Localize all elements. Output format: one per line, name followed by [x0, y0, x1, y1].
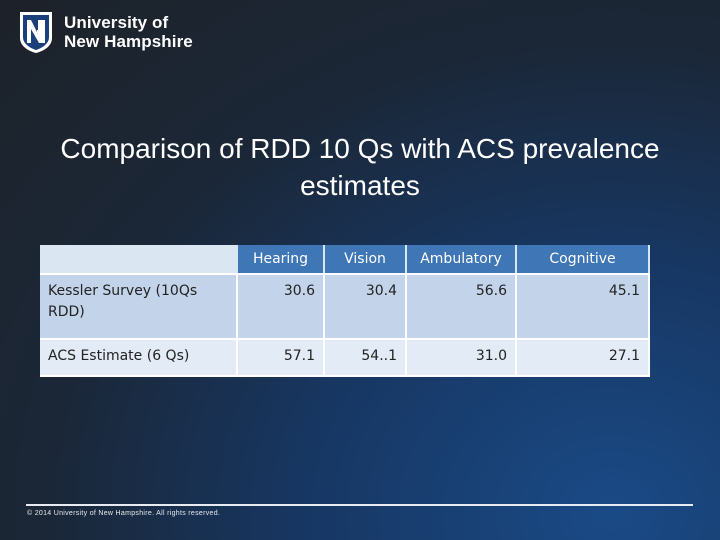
table-header-corner: [40, 245, 238, 275]
logo-line-1: University of: [64, 13, 169, 32]
slide-title: Comparison of RDD 10 Qs with ACS prevale…: [60, 133, 660, 201]
table-row: Kessler Survey (10Qs RDD) 30.6 30.4 56.6…: [40, 274, 650, 340]
cell-vision: 30.4: [324, 274, 407, 340]
row-label: Kessler Survey (10Qs RDD): [40, 274, 238, 340]
table-header-hearing: Hearing: [237, 245, 325, 275]
table-row: ACS Estimate (6 Qs) 57.1 54..1 31.0 27.1: [40, 338, 650, 378]
row-label: ACS Estimate (6 Qs): [40, 338, 238, 378]
cell-ambulatory: 31.0: [406, 338, 517, 378]
table-header-ambulatory: Ambulatory: [406, 245, 517, 275]
unh-shield-icon: [20, 12, 52, 53]
cell-cognitive: 45.1: [516, 274, 650, 340]
logo-line-2: New Hampshire: [64, 32, 193, 51]
table-header-vision: Vision: [324, 245, 407, 275]
cell-hearing: 30.6: [237, 274, 325, 340]
footer-divider: [26, 504, 693, 506]
unh-logo: University of New Hampshire: [18, 10, 193, 54]
cell-hearing: 57.1: [237, 338, 325, 378]
prevalence-table: Hearing Vision Ambulatory Cognitive Kess…: [40, 245, 650, 378]
cell-vision: 54..1: [324, 338, 407, 378]
cell-ambulatory: 56.6: [406, 274, 517, 340]
table-header-cognitive: Cognitive: [516, 245, 650, 275]
table-header-row: Hearing Vision Ambulatory Cognitive: [40, 245, 650, 275]
cell-cognitive: 27.1: [516, 338, 650, 378]
copyright-footer: © 2014 University of New Hampshire. All …: [27, 510, 221, 517]
